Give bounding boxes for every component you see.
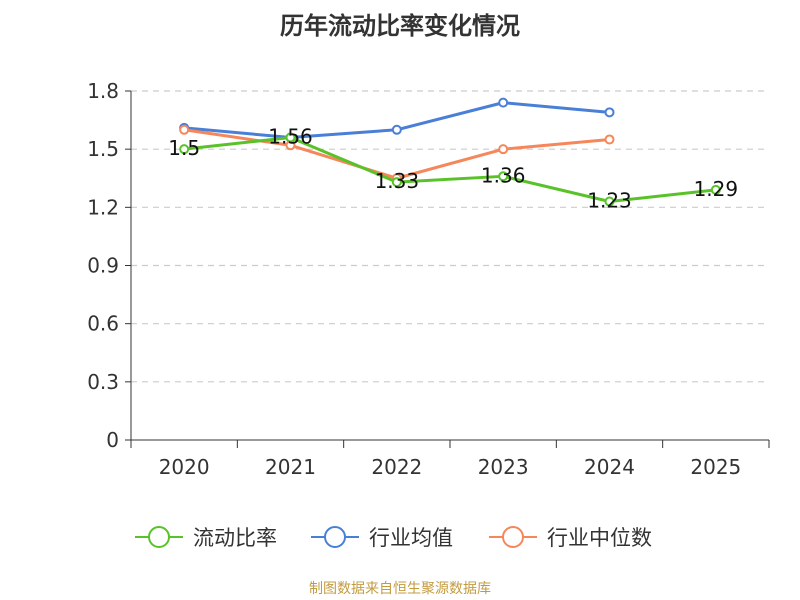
legend-label: 流动比率: [193, 526, 277, 550]
data-point: [498, 144, 509, 155]
data-point: [604, 107, 615, 118]
y-tick-label: 0: [106, 428, 119, 452]
chart-title: 历年流动比率变化情况: [280, 12, 520, 40]
series-line: [184, 136, 716, 204]
x-tick-label: 2022: [371, 455, 422, 479]
y-tick-label: 0.6: [87, 312, 119, 336]
y-tick-label: 1.8: [87, 79, 119, 103]
x-tick-label: 2024: [584, 455, 635, 479]
data-source-note: 制图数据来自恒生聚源数据库: [309, 581, 491, 597]
data-point: [498, 171, 509, 182]
x-tick-label: 2020: [159, 455, 210, 479]
data-point: [604, 134, 615, 145]
y-tick-label: 1.2: [87, 195, 119, 219]
legend-label: 行业均值: [369, 526, 453, 550]
y-tick-label: 1.5: [87, 137, 119, 161]
legend: 流动比率 行业均值 行业中位数: [135, 526, 652, 550]
legend-label: 行业中位数: [547, 526, 652, 550]
data-point: [285, 132, 296, 143]
y-tick-label: 0.9: [87, 254, 119, 278]
series-lines: [179, 97, 721, 207]
y-tick-label: 0.3: [87, 370, 119, 394]
data-label: 1.33: [375, 169, 420, 193]
data-label: 1.56: [268, 125, 313, 149]
x-tick-label: 2025: [690, 455, 741, 479]
data-label: 1.23: [587, 189, 632, 213]
legend-marker: [324, 526, 346, 548]
legend-marker: [502, 526, 524, 548]
data-point: [179, 144, 190, 155]
data-label: 1.36: [481, 163, 526, 187]
data-point: [391, 124, 402, 135]
data-point: [710, 184, 721, 195]
data-label: 1.5: [168, 136, 200, 160]
x-tick-label: 2021: [265, 455, 316, 479]
data-point: [179, 124, 190, 135]
data-label: 1.29: [694, 177, 739, 201]
x-axis: 2020 2021 2022 2023 2024 2025: [130, 439, 770, 479]
data-labels: 1.5 1.56 1.33 1.36 1.23 1.29: [168, 125, 738, 213]
grid-lines: [131, 90, 769, 383]
data-point: [498, 97, 509, 108]
y-axis: 0 0.3 0.6 0.9 1.2 1.5 1.8: [87, 79, 132, 452]
legend-marker: [148, 526, 170, 548]
data-point: [391, 177, 402, 188]
x-tick-label: 2023: [478, 455, 529, 479]
data-point: [604, 196, 615, 207]
